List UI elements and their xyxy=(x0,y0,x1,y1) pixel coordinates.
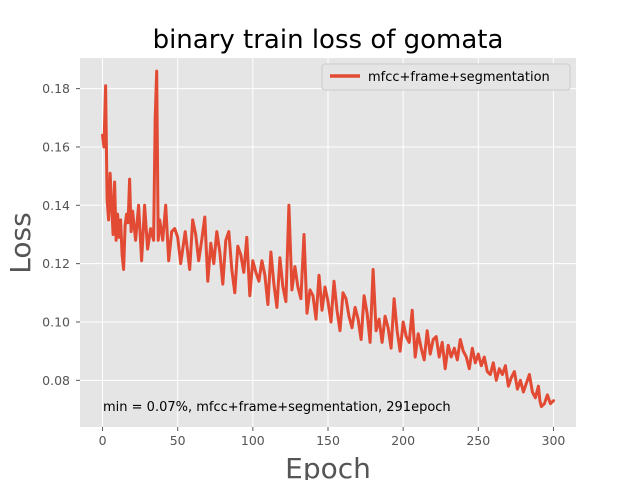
series-line xyxy=(101,69,555,409)
x-tick-label: 50 xyxy=(170,433,186,448)
y-tick-label: 0.18 xyxy=(42,81,70,96)
axis-ticks: 0 50 100 150 200 250 300 0.08 0.10 0.12 0.14 0.16 0.… xyxy=(42,81,565,448)
x-tick-label: 100 xyxy=(241,433,265,448)
legend-box xyxy=(321,63,571,91)
y-tick-label: 0.14 xyxy=(42,198,70,213)
x-tick-label: 0 xyxy=(99,433,107,448)
series-layer xyxy=(101,69,555,409)
legend: mfcc+frame+segmentation xyxy=(321,63,571,91)
x-axis-label: Epoch xyxy=(285,452,371,480)
min-annotation: min = 0.07%, mfcc+frame+segmentation, 29… xyxy=(103,400,451,415)
grid xyxy=(80,58,576,427)
y-axis-label: Loss xyxy=(4,212,37,273)
x-tick-label: 150 xyxy=(316,433,340,448)
x-tick-label: 300 xyxy=(542,433,566,448)
x-tick-label: 200 xyxy=(391,433,415,448)
x-tick-label: 250 xyxy=(466,433,490,448)
y-tick-label: 0.10 xyxy=(42,314,70,329)
y-tick-label: 0.08 xyxy=(42,373,70,388)
chart-title: binary train loss of gomata xyxy=(153,25,504,55)
legend-label: mfcc+frame+segmentation xyxy=(368,70,550,85)
y-tick-label: 0.16 xyxy=(42,139,70,154)
y-tick-label: 0.12 xyxy=(42,256,70,271)
